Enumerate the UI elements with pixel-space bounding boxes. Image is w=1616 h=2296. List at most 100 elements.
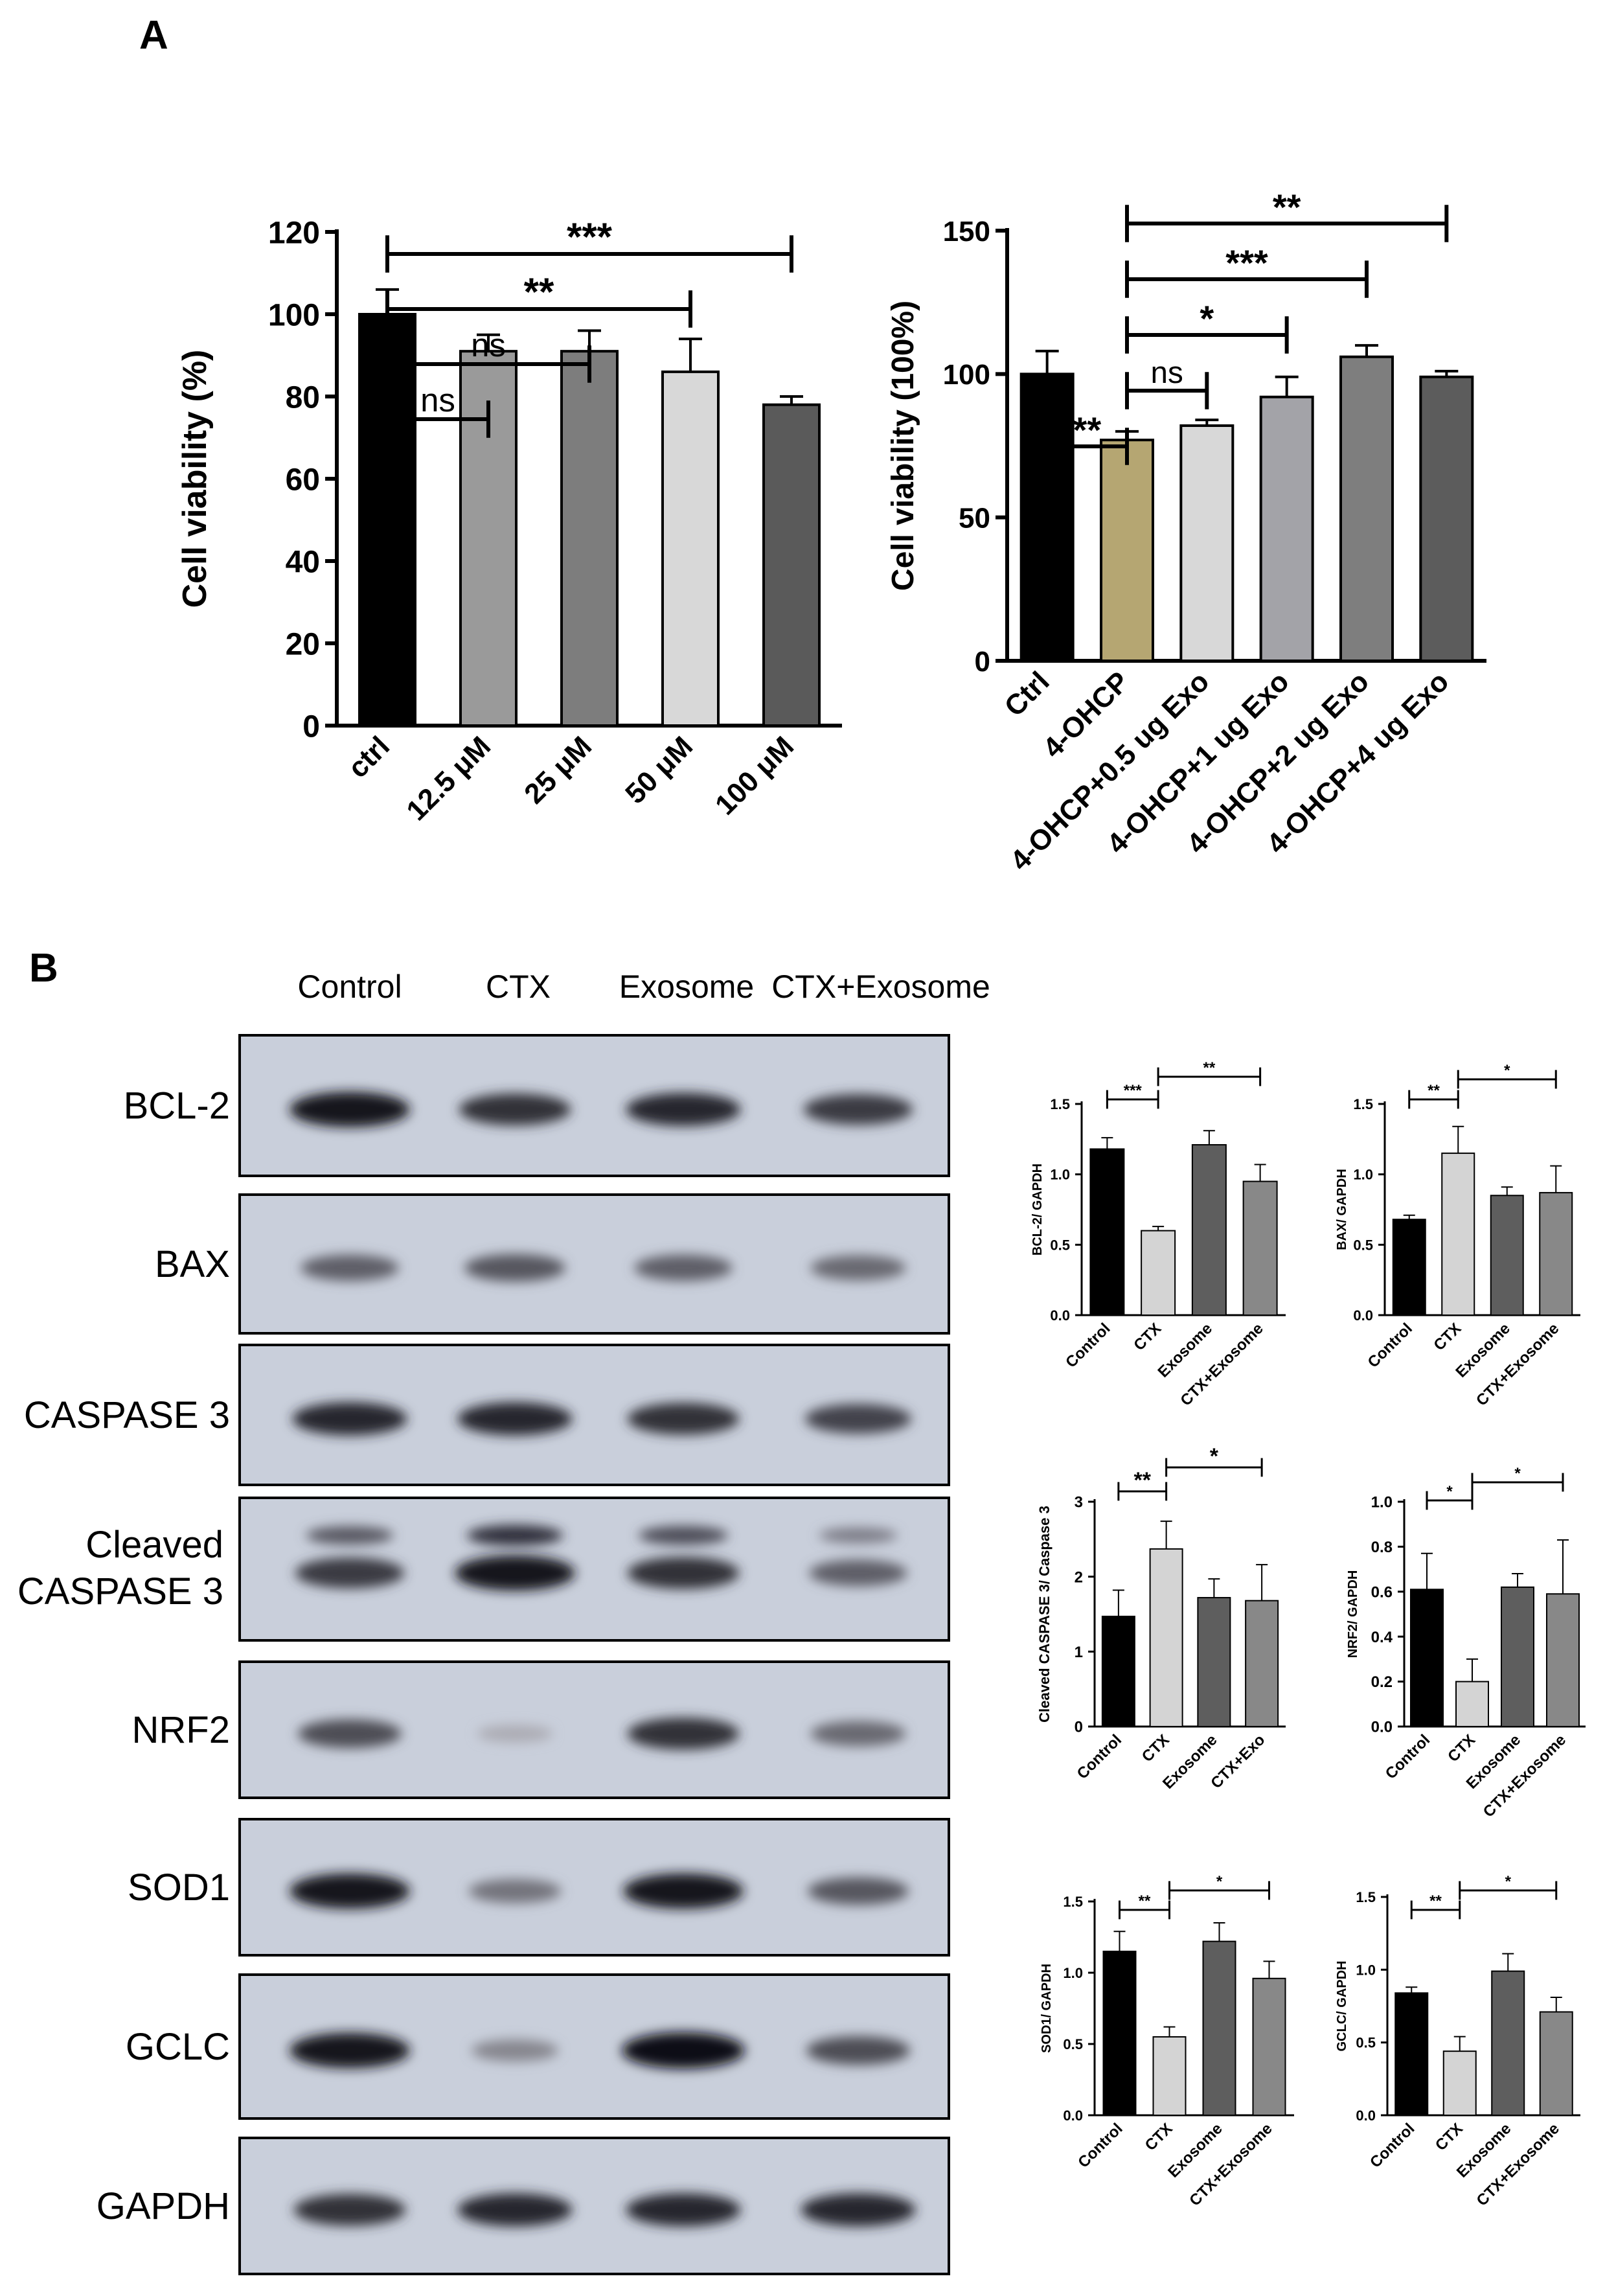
blot-band — [806, 2036, 911, 2065]
y-tick-label: 2 — [1075, 1568, 1083, 1586]
bar — [1441, 1153, 1475, 1316]
y-tick-label: 40 — [286, 545, 320, 579]
y-tick-label: 0.0 — [1356, 2107, 1376, 2124]
y-tick-label: 0.0 — [1050, 1307, 1070, 1324]
blot-band — [803, 1094, 913, 1125]
category-label: CTX — [1430, 1320, 1464, 1354]
blot-band — [477, 1725, 553, 1743]
y-axis-label: BCL-2/ GAPDH — [1030, 1164, 1045, 1256]
category-label: 12.5 μM — [400, 730, 497, 827]
significance-label: * — [1446, 1483, 1453, 1500]
significance-label: ns — [471, 327, 506, 363]
y-tick-label: 0 — [302, 709, 320, 744]
category-label: CTX — [1432, 2120, 1466, 2154]
blot-band — [627, 1557, 740, 1589]
blot-band — [455, 1555, 575, 1591]
y-tick-label: 1.5 — [1063, 1894, 1083, 1910]
significance-label: *** — [1124, 1082, 1143, 1099]
blot-band — [293, 2194, 406, 2226]
blot-band — [290, 2032, 410, 2069]
blot-row-label: CASPASE 3 — [24, 1394, 230, 1436]
bar — [1392, 1219, 1426, 1316]
significance-label: * — [1505, 1873, 1512, 1890]
blot-band-upper — [638, 1526, 729, 1545]
y-tick-label: 1.5 — [1353, 1096, 1373, 1112]
blot-row-5: SOD1 — [128, 1818, 950, 1957]
category-label: 50 μM — [619, 730, 699, 810]
significance-label: * — [1514, 1465, 1521, 1482]
blot-row-label: BCL-2 — [124, 1085, 230, 1127]
y-axis-label: BAX/ GAPDH — [1335, 1169, 1349, 1250]
category-label: CTX — [1444, 1731, 1479, 1765]
blot-row-label: SOD1 — [128, 1866, 230, 1909]
bar — [1410, 1589, 1444, 1728]
y-tick-label: 1.5 — [1356, 1889, 1376, 1905]
bar — [1455, 1681, 1489, 1728]
panel-label-b: B — [29, 946, 58, 991]
significance-label: ** — [1273, 187, 1301, 227]
blot-row-label: GCLC — [126, 2026, 230, 2068]
bar — [1419, 375, 1474, 662]
lane-label: CTX — [486, 969, 551, 1005]
category-label: CTX+Exosome — [1473, 1320, 1562, 1409]
y-tick-label: 100 — [268, 298, 320, 332]
blot-row-0: BCL-2 — [124, 1034, 950, 1177]
significance-label: * — [1210, 1444, 1219, 1469]
category-label: CTX — [1142, 2120, 1176, 2154]
bar — [1394, 1992, 1429, 2117]
blot-row-label: NRF2 — [132, 1709, 230, 1751]
y-tick-label: 0.2 — [1371, 1673, 1393, 1691]
blot-band — [292, 1402, 407, 1436]
y-axis-label: GCLC/ GAPDH — [1335, 1961, 1349, 2052]
y-tick-label: 1.0 — [1063, 1965, 1083, 1981]
y-tick-label: 1.0 — [1050, 1167, 1070, 1183]
blot-band — [810, 1255, 906, 1281]
significance-label: *** — [1225, 242, 1268, 283]
bar — [1490, 1195, 1524, 1316]
blot-band — [810, 1721, 906, 1747]
bar — [1197, 1597, 1231, 1727]
y-tick-label: 0 — [1075, 1719, 1083, 1736]
blot-band — [627, 1403, 740, 1435]
y-tick-label: 0 — [975, 646, 990, 678]
bar — [1089, 1148, 1125, 1316]
bar — [1019, 373, 1075, 662]
bar — [1245, 1600, 1279, 1727]
blot-band — [809, 1559, 907, 1587]
significance-label: * — [1200, 298, 1214, 339]
significance-label: * — [1216, 1873, 1223, 1890]
category-label: CTX+Exosome — [1474, 2120, 1563, 2209]
lane-label: Exosome — [619, 969, 754, 1005]
significance-label: ** — [1073, 409, 1102, 450]
y-tick-label: 120 — [268, 216, 320, 250]
bar — [1491, 1970, 1525, 2117]
bar — [1252, 1977, 1286, 2117]
blot-band-upper — [819, 1527, 898, 1544]
y-tick-label: 0.0 — [1063, 2107, 1083, 2124]
bar — [1259, 395, 1314, 662]
significance-label: * — [1504, 1062, 1510, 1079]
blot-band — [295, 1557, 405, 1589]
category-label: CTX — [1139, 1731, 1173, 1765]
blot-band — [801, 2193, 916, 2227]
significance-label: ** — [1428, 1082, 1440, 1099]
y-tick-label: 80 — [286, 380, 320, 415]
y-tick-label: 0.0 — [1371, 1719, 1393, 1736]
blot-band — [290, 1873, 410, 1909]
y-tick-label: 60 — [286, 463, 320, 497]
bar — [1339, 355, 1394, 662]
y-tick-label: 0.5 — [1353, 1237, 1373, 1253]
bar — [1149, 1548, 1183, 1728]
blot-band — [301, 1254, 399, 1281]
y-tick-label: 0.8 — [1371, 1539, 1393, 1556]
bar — [1100, 439, 1154, 662]
category-label: Control — [1075, 2120, 1126, 2171]
category-label: Control — [1382, 1731, 1433, 1782]
